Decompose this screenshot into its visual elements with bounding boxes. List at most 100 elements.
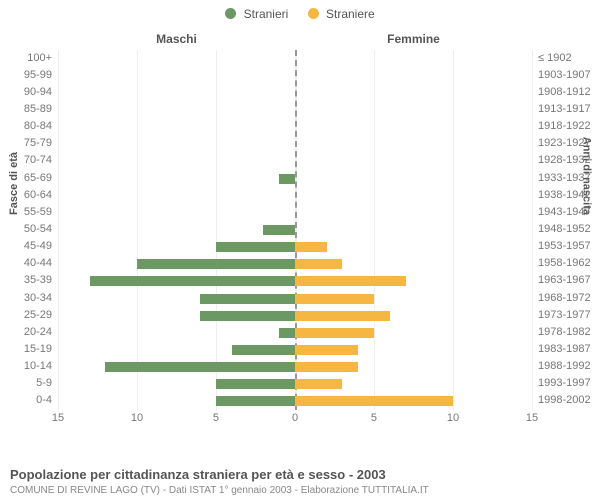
age-row: 15-191983-1987 [58, 343, 532, 357]
age-row: 55-591943-1947 [58, 206, 532, 220]
age-label: 0-4 [36, 394, 52, 406]
birth-year-label: 1943-1947 [538, 206, 591, 218]
age-row: 70-741928-1932 [58, 154, 532, 168]
birth-year-label: 1938-1942 [538, 189, 591, 201]
x-axis-tick-label: 15 [526, 412, 538, 424]
bar-female [295, 396, 453, 406]
birth-year-label: 1998-2002 [538, 394, 591, 406]
age-row: 35-391963-1967 [58, 274, 532, 288]
age-row: 75-791923-1927 [58, 137, 532, 151]
bar-male [263, 225, 295, 235]
x-axis-tick-label: 0 [292, 412, 298, 424]
birth-year-label: 1973-1977 [538, 309, 591, 321]
age-row: 85-891913-1917 [58, 103, 532, 117]
plot-title-right: Femmine [295, 32, 532, 46]
bar-male [279, 328, 295, 338]
age-row: 90-941908-1912 [58, 86, 532, 100]
age-label: 100+ [27, 52, 52, 64]
birth-year-label: 1923-1927 [538, 137, 591, 149]
birth-year-label: 1933-1937 [538, 172, 591, 184]
bar-male [216, 242, 295, 252]
birth-year-label: 1958-1962 [538, 257, 591, 269]
age-label: 30-34 [24, 292, 52, 304]
birth-year-label: 1953-1957 [538, 240, 591, 252]
age-label: 15-19 [24, 343, 52, 355]
age-row: 45-491953-1957 [58, 240, 532, 254]
plot-title-left: Maschi [58, 32, 295, 46]
legend-label-male: Stranieri [244, 7, 289, 21]
age-row: 95-991903-1907 [58, 69, 532, 83]
legend-item-female: Straniere [308, 6, 375, 21]
age-row: 100+≤ 1902 [58, 52, 532, 66]
legend-swatch-female [308, 8, 319, 19]
birth-year-label: 1988-1992 [538, 360, 591, 372]
age-label: 50-54 [24, 223, 52, 235]
bar-male [105, 362, 295, 372]
age-label: 25-29 [24, 309, 52, 321]
birth-year-label: 1913-1917 [538, 103, 591, 115]
bar-female [295, 276, 406, 286]
age-row: 30-341968-1972 [58, 292, 532, 306]
legend-swatch-male [225, 8, 236, 19]
age-label: 55-59 [24, 206, 52, 218]
birth-year-label: 1983-1987 [538, 343, 591, 355]
chart-title: Popolazione per cittadinanza straniera p… [10, 467, 386, 482]
x-axis-tick-label: 5 [371, 412, 377, 424]
age-row: 20-241978-1982 [58, 326, 532, 340]
birth-year-label: 1968-1972 [538, 292, 591, 304]
age-row: 50-541948-1952 [58, 223, 532, 237]
birth-year-label: 1918-1922 [538, 120, 591, 132]
age-label: 70-74 [24, 154, 52, 166]
y-axis-left-title: Fasce di età [8, 152, 20, 215]
birth-year-label: 1993-1997 [538, 377, 591, 389]
bar-female [295, 294, 374, 304]
age-label: 90-94 [24, 86, 52, 98]
x-axis-tick-label: 15 [52, 412, 64, 424]
bar-male [200, 294, 295, 304]
age-label: 75-79 [24, 137, 52, 149]
grid-line [532, 50, 533, 410]
age-row: 0-41998-2002 [58, 394, 532, 408]
birth-year-label: 1978-1982 [538, 326, 591, 338]
legend-item-male: Stranieri [225, 6, 288, 21]
age-label: 80-84 [24, 120, 52, 132]
birth-year-label: 1928-1932 [538, 154, 591, 166]
bar-male [216, 396, 295, 406]
bar-female [295, 259, 342, 269]
bar-female [295, 311, 390, 321]
age-row: 25-291973-1977 [58, 309, 532, 323]
birth-year-label: 1948-1952 [538, 223, 591, 235]
age-label: 85-89 [24, 103, 52, 115]
age-label: 95-99 [24, 69, 52, 81]
bar-female [295, 328, 374, 338]
bar-male [279, 174, 295, 184]
x-axis-tick-label: 10 [131, 412, 143, 424]
bar-male [232, 345, 295, 355]
age-row: 40-441958-1962 [58, 257, 532, 271]
bar-female [295, 379, 342, 389]
age-label: 45-49 [24, 240, 52, 252]
legend: Stranieri Straniere [0, 6, 600, 21]
chart-container: Stranieri Straniere Fasce di età Anni di… [0, 0, 600, 500]
age-row: 65-691933-1937 [58, 172, 532, 186]
age-label: 20-24 [24, 326, 52, 338]
bar-female [295, 362, 358, 372]
legend-label-female: Straniere [326, 7, 375, 21]
birth-year-label: 1908-1912 [538, 86, 591, 98]
age-label: 65-69 [24, 172, 52, 184]
x-axis-tick-label: 10 [447, 412, 459, 424]
birth-year-label: 1963-1967 [538, 274, 591, 286]
age-row: 80-841918-1922 [58, 120, 532, 134]
age-label: 10-14 [24, 360, 52, 372]
age-label: 5-9 [36, 377, 52, 389]
age-label: 60-64 [24, 189, 52, 201]
birth-year-label: ≤ 1902 [538, 52, 572, 64]
rows: 100+≤ 1902 95-991903-1907 90-941908-1912 85… [58, 50, 532, 410]
x-axis-tick-label: 5 [213, 412, 219, 424]
birth-year-label: 1903-1907 [538, 69, 591, 81]
bar-female [295, 345, 358, 355]
bar-male [200, 311, 295, 321]
plot-area: Maschi Femmine 15105051015 100+≤ 190295-… [58, 32, 532, 430]
bar-female [295, 242, 327, 252]
bar-male [216, 379, 295, 389]
